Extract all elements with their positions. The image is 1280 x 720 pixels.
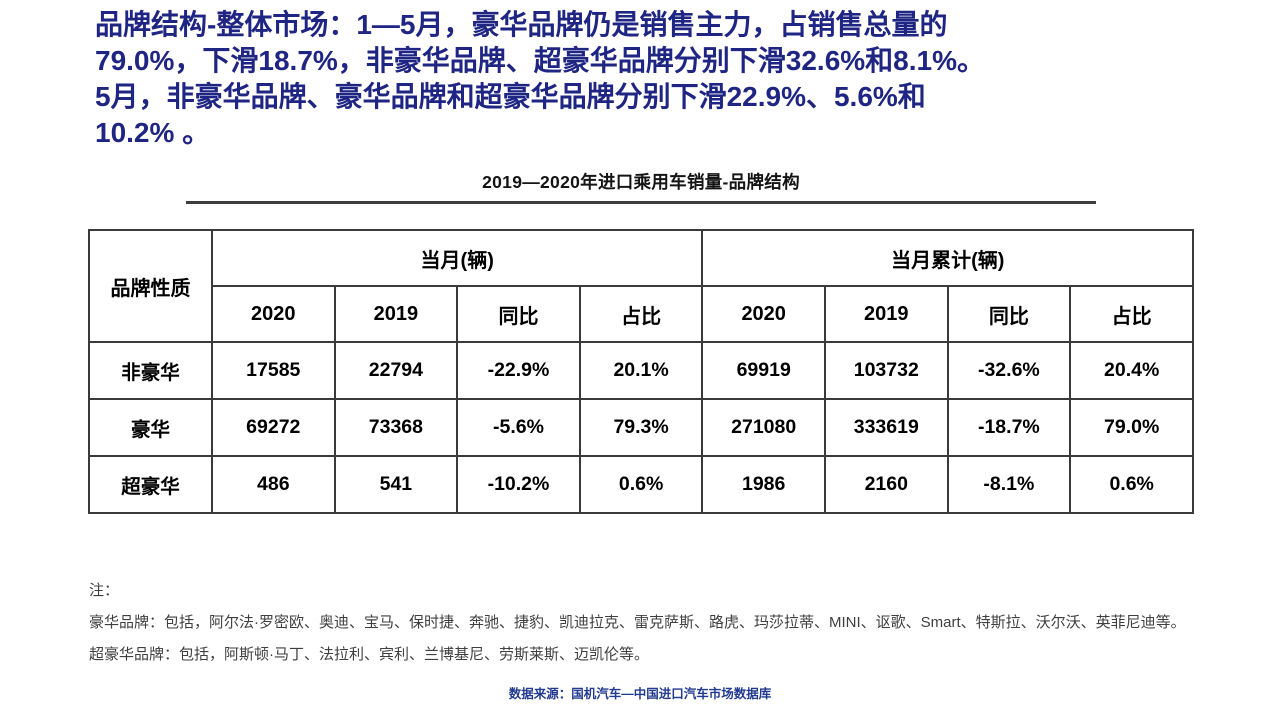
note-super-luxury-brands: 超豪华品牌：包括，阿斯顿·马丁、法拉利、宾利、兰博基尼、劳斯莱斯、迈凯伦等。 [89,646,649,663]
table-row-super-luxury: 超豪华 486 541 -10.2% 0.6% 1986 2160 -8.1% … [88,455,1195,514]
table-title: 2019—2020年进口乘用车销量-品牌结构 [482,172,800,192]
sub-header-cell: 同比 [456,285,581,343]
table-cell: 73368 [333,398,459,457]
group-header-cumulative: 当月累计(辆) [701,229,1195,287]
table-cell: 20.1% [578,341,704,400]
table-cell: -5.6% [456,398,581,457]
table-cell: 17585 [211,341,336,400]
table-cell: -18.7% [946,398,1072,457]
brand-structure-table: 品牌性质 当月(辆) 当月累计(辆) 2020 2019 同比 占比 2020 … [88,229,1195,514]
data-source-line: 数据来源：国机汽车—中国进口汽车市场数据库 [508,687,772,701]
sub-header-cell: 占比 [1069,285,1195,343]
headline: 品牌结构-整体市场：1—5月，豪华品牌仍是销售主力，占销售总量的 79.0%，下… [95,7,1187,151]
table-cell: -10.2% [456,455,581,514]
table-cell: 0.6% [1069,455,1195,514]
title-underline [186,201,1096,204]
note-label: 注： [89,582,120,599]
table-cell: 79.3% [578,398,704,457]
row-label: 豪华 [88,398,213,457]
table-cell: -22.9% [456,341,581,400]
table-row-non-luxury: 非豪华 17585 22794 -22.9% 20.1% 69919 10373… [88,341,1195,400]
sub-header-cell: 占比 [578,285,704,343]
headline-line: 5月，非豪华品牌、豪华品牌和超豪华品牌分别下滑22.9%、5.6%和 [95,81,926,112]
table-cell: 103732 [823,341,949,400]
sub-header-cell: 同比 [946,285,1072,343]
headline-line: 79.0%，下滑18.7%，非豪华品牌、超豪华品牌分别下滑32.6%和8.1%。 [95,45,986,76]
group-header-current-month: 当月(辆) [210,229,704,287]
sub-header-cell: 2019 [823,285,949,343]
table-header-row-sub: 2020 2019 同比 占比 2020 2019 同比 占比 [89,285,1195,343]
table-header-row-groups: 品牌性质 当月(辆) 当月累计(辆) [88,229,1195,343]
table-cell: 486 [211,455,336,514]
table-cell: 22794 [333,341,459,400]
sub-header-cell: 2020 [701,285,826,343]
table-cell: 333619 [823,398,949,457]
table-cell: -8.1% [946,455,1072,514]
table-cell: 20.4% [1069,341,1195,400]
table-cell: 79.0% [1069,398,1195,457]
table-cell: -32.6% [946,341,1072,400]
sub-header-cell: 2019 [333,285,459,343]
table-cell: 0.6% [578,455,704,514]
table-cell: 541 [333,455,459,514]
headline-line: 10.2% 。 [95,117,211,148]
table-cell: 271080 [701,398,826,457]
note-luxury-brands: 豪华品牌：包括，阿尔法·罗密欧、奥迪、宝马、保时捷、奔驰、捷豹、凯迪拉克、雷克萨… [89,614,1186,631]
corner-header-cell: 品牌性质 [88,229,213,343]
table-row-luxury: 豪华 69272 73368 -5.6% 79.3% 271080 333619… [88,398,1195,457]
sub-header-cell: 2020 [211,285,336,343]
table-cell: 69919 [701,341,826,400]
table-cell: 2160 [823,455,949,514]
table-cell: 69272 [211,398,336,457]
row-label: 非豪华 [88,341,213,400]
footnotes: 注： 豪华品牌：包括，阿尔法·罗密欧、奥迪、宝马、保时捷、奔驰、捷豹、凯迪拉克、… [89,581,1186,677]
row-label: 超豪华 [88,455,213,514]
headline-line: 品牌结构-整体市场：1—5月，豪华品牌仍是销售主力，占销售总量的 [95,9,948,40]
table-cell: 1986 [701,455,826,514]
